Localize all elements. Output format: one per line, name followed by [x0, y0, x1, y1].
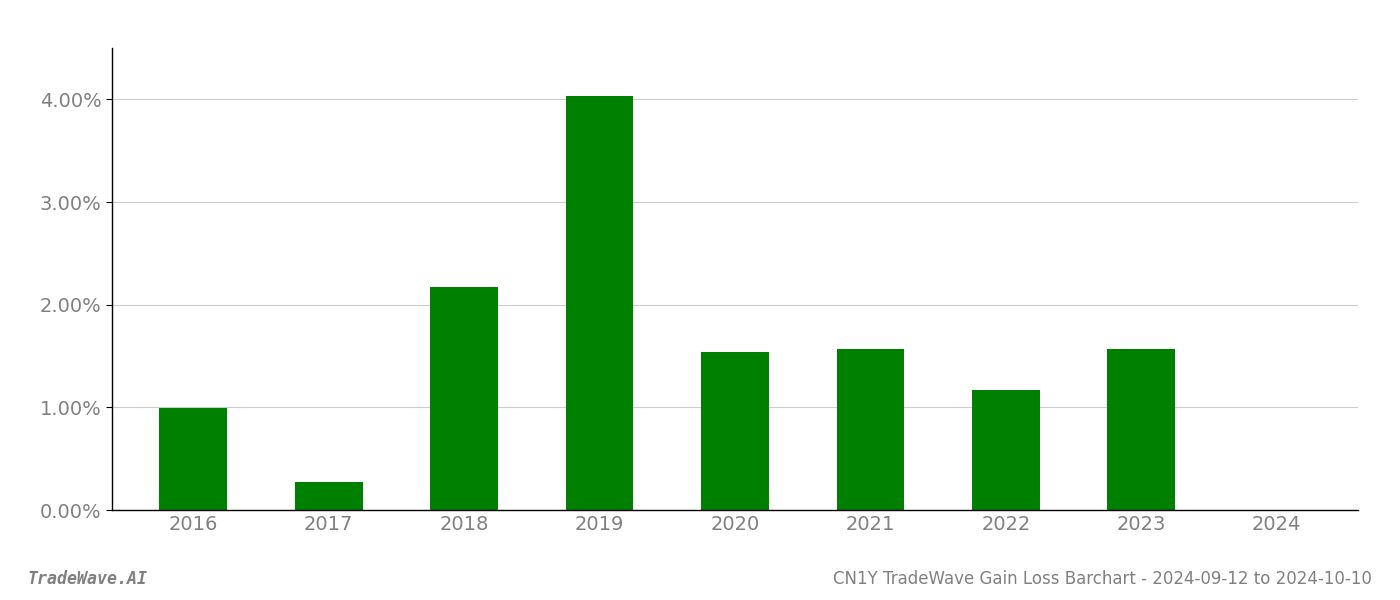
Bar — [837, 349, 904, 510]
Text: CN1Y TradeWave Gain Loss Barchart - 2024-09-12 to 2024-10-10: CN1Y TradeWave Gain Loss Barchart - 2024… — [833, 570, 1372, 588]
Bar — [160, 409, 227, 510]
Bar — [295, 482, 363, 510]
Bar — [430, 287, 498, 510]
Bar — [1107, 349, 1175, 510]
Text: TradeWave.AI: TradeWave.AI — [28, 570, 148, 588]
Bar — [972, 390, 1040, 510]
Bar — [566, 96, 633, 510]
Bar — [701, 352, 769, 510]
